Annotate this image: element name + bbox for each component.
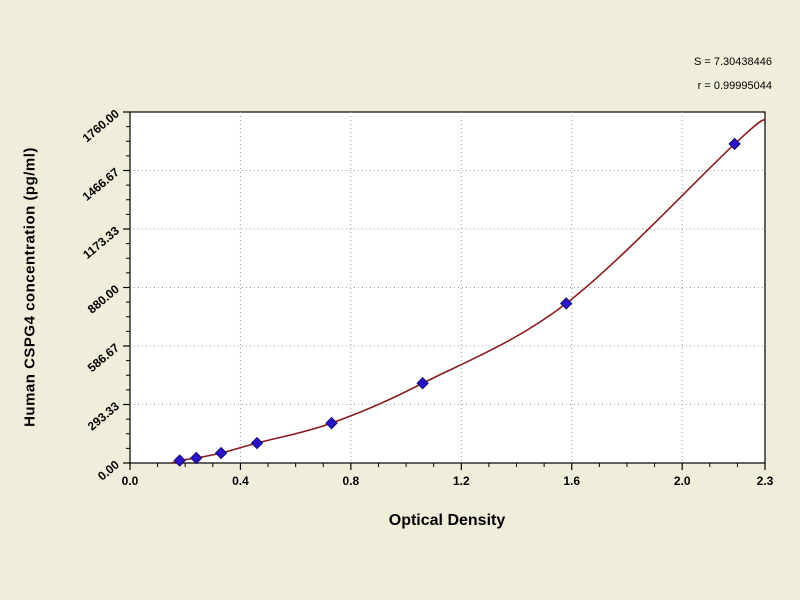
x-tick-label: 1.2 <box>453 474 470 488</box>
x-tick-label: 0.0 <box>122 474 139 488</box>
x-tick-label: 1.6 <box>563 474 580 488</box>
x-tick-label: 0.4 <box>232 474 249 488</box>
x-axis-label: Optical Density <box>388 512 506 529</box>
y-tick-label: 586.67 <box>85 340 122 375</box>
standard-point-marker <box>214 446 228 460</box>
standard-point-marker <box>416 377 429 390</box>
standard-point-marker <box>560 297 573 310</box>
y-tick-label: 1466.67 <box>80 165 122 204</box>
x-tick-label: 2.0 <box>674 474 691 488</box>
y-tick-label: 1760.00 <box>80 106 122 145</box>
y-tick-label: 1173.33 <box>80 223 122 261</box>
standard-point-marker <box>190 451 203 465</box>
x-tick-label: 0.8 <box>343 474 360 488</box>
x-tick-label: 2.3 <box>757 474 774 488</box>
fit-stat-r: r = 0.99995044 <box>697 80 772 92</box>
standard-point-marker <box>325 416 338 430</box>
y-tick-label: 0.00 <box>95 457 122 483</box>
y-tick-label: 880.00 <box>85 282 122 317</box>
y-tick-label: 293.33 <box>85 399 122 434</box>
fit-statistics: S = 7.30438446 r = 0.99995044 <box>694 50 772 98</box>
plot-area <box>129 111 766 464</box>
standard-point-marker <box>173 454 186 467</box>
y-axis-label: Human CSPG4 concentration (pg/ml) <box>21 147 39 427</box>
standard-point-marker <box>250 436 264 450</box>
fit-stat-s: S = 7.30438446 <box>694 56 772 68</box>
standard-point-marker <box>728 137 741 151</box>
